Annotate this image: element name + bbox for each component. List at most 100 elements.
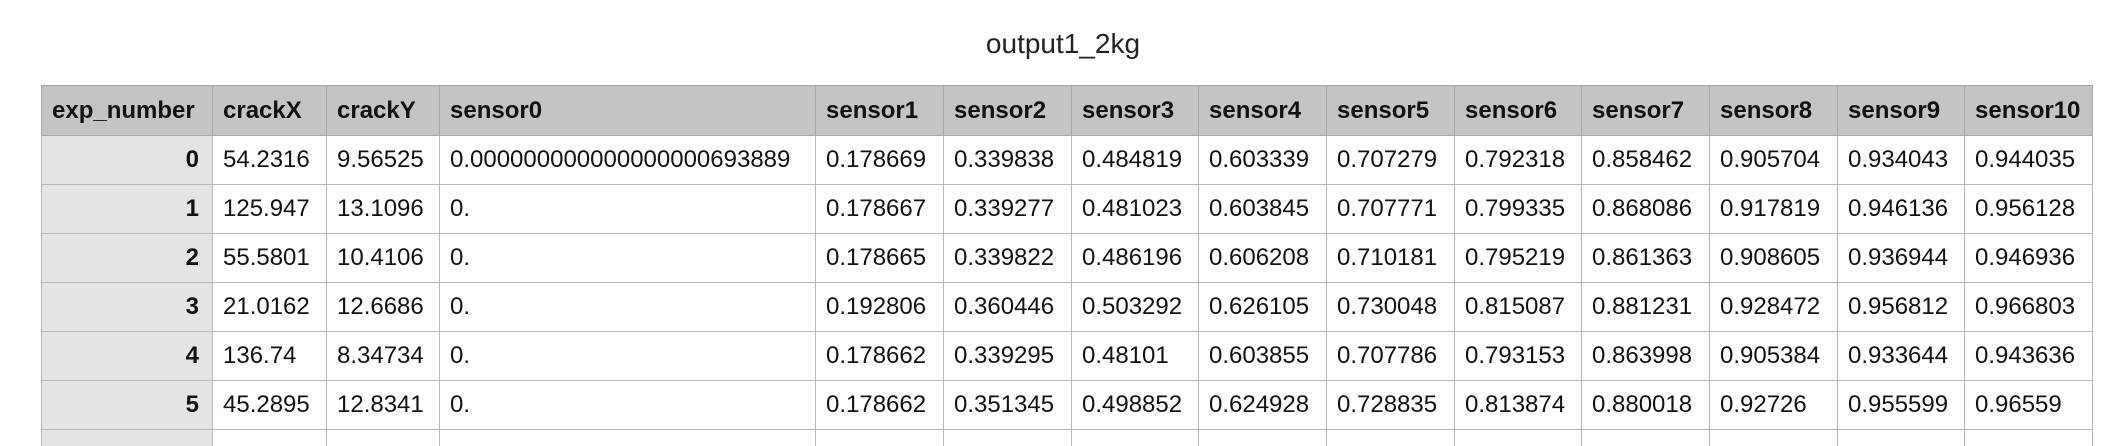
column-header-sensor8[interactable]: sensor8 xyxy=(1709,85,1838,136)
cell-sensor10[interactable]: 0.944035 xyxy=(1964,135,2093,185)
cell-crackY[interactable] xyxy=(326,429,440,446)
cell-sensor7[interactable]: 0.868086 xyxy=(1581,184,1710,234)
cell-sensor1[interactable]: 0.178665 xyxy=(815,233,944,283)
cell-sensor7[interactable] xyxy=(1581,429,1710,446)
cell-sensor0[interactable] xyxy=(439,429,816,446)
cell-sensor3[interactable]: 0.481023 xyxy=(1071,184,1199,234)
cell-sensor2[interactable]: 0.339277 xyxy=(943,184,1072,234)
cell-sensor6[interactable]: 0.793153 xyxy=(1454,331,1582,381)
cell-sensor3[interactable]: 0.48101 xyxy=(1071,331,1199,381)
cell-sensor5[interactable]: 0.707786 xyxy=(1326,331,1455,381)
cell-sensor1[interactable]: 0.178669 xyxy=(815,135,944,185)
row-header-cell[interactable]: 2 xyxy=(41,233,213,283)
cell-sensor0[interactable]: 0.000000000000000000693889 xyxy=(439,135,816,185)
row-header-cell[interactable]: 4 xyxy=(41,331,213,381)
column-header-sensor6[interactable]: sensor6 xyxy=(1454,85,1582,136)
cell-crackX[interactable]: 45.2895 xyxy=(212,380,327,430)
cell-sensor2[interactable]: 0.339838 xyxy=(943,135,1072,185)
row-header-cell[interactable]: 1 xyxy=(41,184,213,234)
cell-sensor8[interactable] xyxy=(1709,429,1838,446)
column-header-sensor9[interactable]: sensor9 xyxy=(1837,85,1965,136)
cell-sensor4[interactable]: 0.603855 xyxy=(1198,331,1327,381)
column-header-sensor0[interactable]: sensor0 xyxy=(439,85,816,136)
cell-sensor1[interactable]: 0.178662 xyxy=(815,380,944,430)
cell-sensor6[interactable]: 0.795219 xyxy=(1454,233,1582,283)
column-header-sensor1[interactable]: sensor1 xyxy=(815,85,944,136)
cell-sensor5[interactable]: 0.728835 xyxy=(1326,380,1455,430)
cell-sensor4[interactable]: 0.603845 xyxy=(1198,184,1327,234)
table-row[interactable]: 4 136.74 8.34734 0. 0.178662 0.339295 0.48101 0… xyxy=(41,331,2093,381)
cell-sensor9[interactable]: 0.936944 xyxy=(1837,233,1965,283)
cell-sensor0[interactable]: 0. xyxy=(439,331,816,381)
cell-sensor8[interactable]: 0.905384 xyxy=(1709,331,1838,381)
cell-sensor4[interactable]: 0.603339 xyxy=(1198,135,1327,185)
row-header-cell[interactable]: 3 xyxy=(41,282,213,332)
cell-sensor3[interactable]: 0.498852 xyxy=(1071,380,1199,430)
cell-sensor4[interactable] xyxy=(1198,429,1327,446)
cell-crackX[interactable]: 125.947 xyxy=(212,184,327,234)
cell-sensor6[interactable]: 0.799335 xyxy=(1454,184,1582,234)
cell-sensor10[interactable]: 0.946936 xyxy=(1964,233,2093,283)
cell-sensor7[interactable]: 0.861363 xyxy=(1581,233,1710,283)
cell-sensor3[interactable]: 0.486196 xyxy=(1071,233,1199,283)
cell-crackX[interactable]: 21.0162 xyxy=(212,282,327,332)
cell-sensor9[interactable]: 0.956812 xyxy=(1837,282,1965,332)
cell-sensor5[interactable]: 0.707279 xyxy=(1326,135,1455,185)
cell-sensor2[interactable]: 0.339822 xyxy=(943,233,1072,283)
column-header-sensor3[interactable]: sensor3 xyxy=(1071,85,1199,136)
column-header-exp-number[interactable]: exp_number xyxy=(41,85,213,136)
column-header-sensor7[interactable]: sensor7 xyxy=(1581,85,1710,136)
cell-sensor8[interactable]: 0.917819 xyxy=(1709,184,1838,234)
cell-crackY[interactable]: 10.4106 xyxy=(326,233,440,283)
cell-crackY[interactable]: 9.56525 xyxy=(326,135,440,185)
cell-sensor1[interactable]: 0.178667 xyxy=(815,184,944,234)
cell-sensor1[interactable]: 0.178662 xyxy=(815,331,944,381)
cell-sensor7[interactable]: 0.858462 xyxy=(1581,135,1710,185)
cell-sensor5[interactable]: 0.730048 xyxy=(1326,282,1455,332)
cell-sensor7[interactable]: 0.881231 xyxy=(1581,282,1710,332)
column-header-crackY[interactable]: crackY xyxy=(326,85,440,136)
cell-crackY[interactable]: 12.8341 xyxy=(326,380,440,430)
cell-sensor6[interactable]: 0.815087 xyxy=(1454,282,1582,332)
cell-sensor4[interactable]: 0.626105 xyxy=(1198,282,1327,332)
cell-sensor9[interactable] xyxy=(1837,429,1965,446)
column-header-sensor4[interactable]: sensor4 xyxy=(1198,85,1327,136)
column-header-sensor5[interactable]: sensor5 xyxy=(1326,85,1455,136)
cell-sensor9[interactable]: 0.955599 xyxy=(1837,380,1965,430)
cell-sensor3[interactable]: 0.484819 xyxy=(1071,135,1199,185)
cell-sensor6[interactable]: 0.792318 xyxy=(1454,135,1582,185)
cell-sensor4[interactable]: 0.624928 xyxy=(1198,380,1327,430)
cell-sensor7[interactable]: 0.880018 xyxy=(1581,380,1710,430)
cell-sensor8[interactable]: 0.905704 xyxy=(1709,135,1838,185)
cell-sensor6[interactable] xyxy=(1454,429,1582,446)
cell-sensor2[interactable]: 0.339295 xyxy=(943,331,1072,381)
cell-sensor0[interactable]: 0. xyxy=(439,184,816,234)
cell-sensor10[interactable]: 0.966803 xyxy=(1964,282,2093,332)
table-row[interactable]: 5 45.2895 12.8341 0. 0.178662 0.351345 0.49885… xyxy=(41,380,2093,430)
cell-sensor2[interactable] xyxy=(943,429,1072,446)
cell-sensor9[interactable]: 0.946136 xyxy=(1837,184,1965,234)
cell-sensor0[interactable]: 0. xyxy=(439,233,816,283)
cell-sensor6[interactable]: 0.813874 xyxy=(1454,380,1582,430)
table-row[interactable]: 0 54.2316 9.56525 0.00000000000000000069388… xyxy=(41,135,2093,185)
cell-crackX[interactable] xyxy=(212,429,327,446)
cell-sensor10[interactable]: 0.943636 xyxy=(1964,331,2093,381)
cell-sensor4[interactable]: 0.606208 xyxy=(1198,233,1327,283)
column-header-sensor2[interactable]: sensor2 xyxy=(943,85,1072,136)
cell-sensor10[interactable] xyxy=(1964,429,2093,446)
cell-sensor8[interactable]: 0.928472 xyxy=(1709,282,1838,332)
cell-sensor3[interactable] xyxy=(1071,429,1199,446)
cell-sensor0[interactable]: 0. xyxy=(439,380,816,430)
cell-crackY[interactable]: 12.6686 xyxy=(326,282,440,332)
row-header-cell[interactable] xyxy=(41,429,213,446)
cell-crackY[interactable]: 13.1096 xyxy=(326,184,440,234)
table-row[interactable]: 3 21.0162 12.6686 0. 0.192806 0.360446 0.50329… xyxy=(41,282,2093,332)
cell-crackX[interactable]: 55.5801 xyxy=(212,233,327,283)
cell-crackX[interactable]: 136.74 xyxy=(212,331,327,381)
cell-sensor2[interactable]: 0.351345 xyxy=(943,380,1072,430)
cell-crackY[interactable]: 8.34734 xyxy=(326,331,440,381)
cell-sensor10[interactable]: 0.96559 xyxy=(1964,380,2093,430)
table-row[interactable]: 1 125.947 13.1096 0. 0.178667 0.339277 0.48102… xyxy=(41,184,2093,234)
cell-crackX[interactable]: 54.2316 xyxy=(212,135,327,185)
cell-sensor9[interactable]: 0.934043 xyxy=(1837,135,1965,185)
